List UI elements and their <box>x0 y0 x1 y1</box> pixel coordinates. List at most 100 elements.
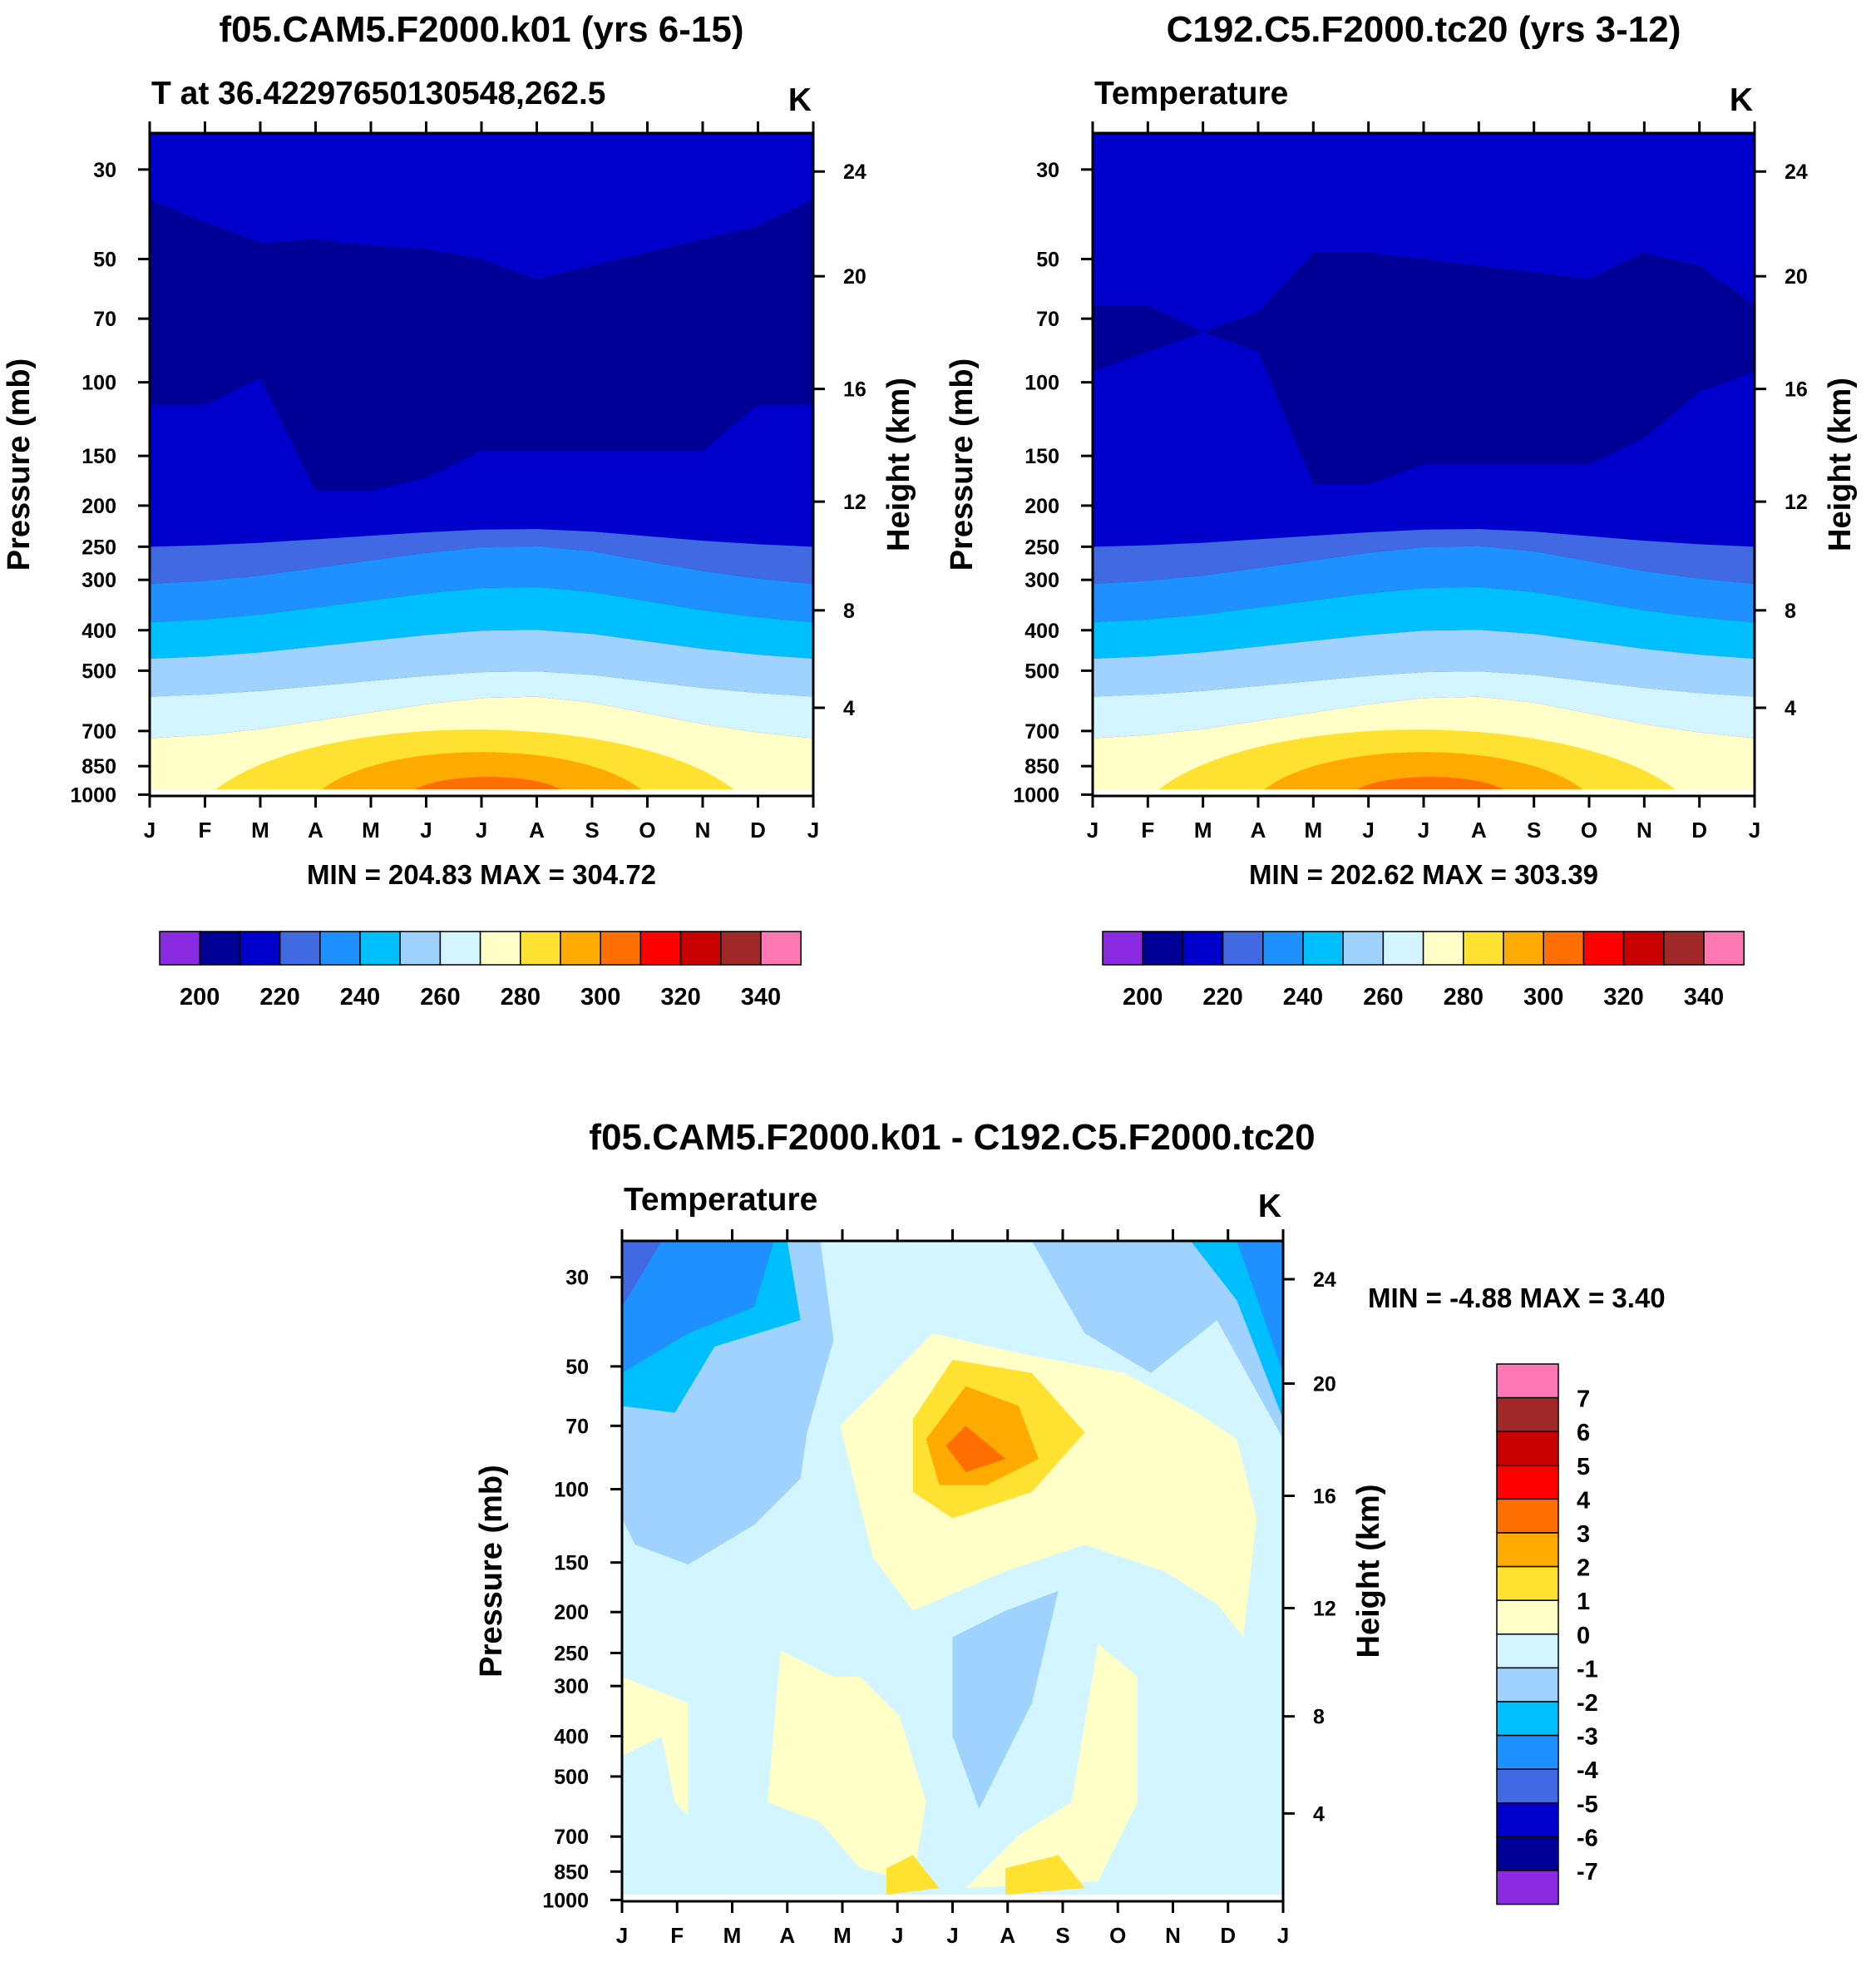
colorbar-label: 260 <box>420 984 460 1011</box>
colorbar-label: 6 <box>1577 1420 1590 1446</box>
contour-band-260-270 <box>1093 630 1755 697</box>
colorbar-box <box>520 931 561 966</box>
y-tick-label: 250 <box>1024 536 1059 559</box>
colorbar-box <box>1543 931 1585 966</box>
colorbar-label: -2 <box>1577 1690 1598 1717</box>
y2-tick-label: 20 <box>1785 265 1808 289</box>
colorbar-box <box>639 931 682 966</box>
colorbar-box <box>1496 1465 1559 1500</box>
y-tick-label: 50 <box>93 248 116 271</box>
y-tick-label: 300 <box>81 569 116 592</box>
y-tick-label: 300 <box>554 1675 589 1698</box>
colorbar-box <box>720 931 762 966</box>
contour-band-300-310 <box>1264 752 1583 790</box>
min-max-stats: MIN = 202.62 MAX = 303.39 <box>1249 859 1598 890</box>
panel-model-b: J F M A M J J A S O N D J 30 50 70 100 150 200 250 300 400 500… <box>945 9 1858 1011</box>
contour-band-minus4-minus5 <box>622 1241 662 1307</box>
y-tick-label: 200 <box>1024 495 1059 518</box>
x-tick-label: F <box>199 818 212 843</box>
contour-band-270-280 <box>1093 671 1755 739</box>
y-tick-label: 70 <box>93 308 116 331</box>
contour-band-1-2-lower-a <box>886 1855 940 1895</box>
y-tick-label: 400 <box>81 620 116 643</box>
colorbar-box <box>1496 1396 1559 1432</box>
panel-title: C192.C5.F2000.tc20 (yrs 3-12) <box>1167 9 1681 50</box>
x-tick-label: M <box>1304 818 1322 843</box>
colorbar-label: 340 <box>741 984 781 1011</box>
y2-tick-label: 24 <box>1313 1268 1336 1292</box>
x-tick-label: J <box>807 818 819 843</box>
y-tick-label: 400 <box>1024 620 1059 643</box>
contour-band-2-3 <box>926 1386 1039 1485</box>
colorbar-box <box>479 931 521 966</box>
contour-band-310-plus <box>1357 777 1503 790</box>
contour-band-minus3-minus4 <box>622 1241 774 1373</box>
contour-band-260-270 <box>150 630 813 697</box>
colorbar-label: 5 <box>1577 1454 1590 1480</box>
colorbar-box <box>1496 1565 1559 1601</box>
x-tick-label: N <box>1165 1923 1181 1948</box>
panel-subtitle: Temperature <box>624 1182 817 1218</box>
x-tick-label: S <box>585 818 599 843</box>
x-tick-label: A <box>779 1923 795 1948</box>
colorbar-box <box>1382 931 1424 966</box>
colorbar-label: 300 <box>580 984 620 1011</box>
colorbar-label: 240 <box>1283 984 1323 1011</box>
units-label: K <box>788 82 812 118</box>
x-tick-label: M <box>723 1923 742 1948</box>
colorbar-box <box>1496 1498 1559 1534</box>
y2-tick-label: 12 <box>1313 1597 1336 1620</box>
y-tick-label: 70 <box>565 1415 589 1438</box>
y-tick-label: 700 <box>554 1826 589 1849</box>
y-tick-label: 100 <box>1024 372 1059 395</box>
y-tick-label: 200 <box>81 495 116 518</box>
colorbar-box <box>1463 931 1504 966</box>
x-tick-label: F <box>1141 818 1154 843</box>
colorbar-box <box>560 931 601 966</box>
y-tick-label: 30 <box>1036 159 1059 182</box>
x-tick-label: J <box>1362 818 1374 843</box>
y2-tick-label: 8 <box>843 600 855 623</box>
colorbar-label: 2 <box>1577 1555 1590 1582</box>
colorbar-box <box>1496 1363 1559 1399</box>
y-tick-label: 100 <box>554 1479 589 1502</box>
y2-tick-label: 24 <box>843 161 866 184</box>
colorbar-label: 4 <box>1577 1487 1590 1514</box>
colorbar-label: -6 <box>1577 1825 1598 1851</box>
y-tick-label: 1000 <box>1013 783 1059 807</box>
x-tick-label: D <box>1220 1923 1236 1948</box>
colorbar-box <box>1582 931 1625 966</box>
contour-band-250-260 <box>1093 586 1755 660</box>
y-tick-label: 500 <box>81 660 116 683</box>
y2-tick-label: 20 <box>1313 1373 1336 1396</box>
colorbar-box <box>1496 1870 1559 1905</box>
colorbar-box <box>1102 931 1143 966</box>
y2-tick-label: 16 <box>1313 1485 1336 1508</box>
colorbar-label: 280 <box>501 984 541 1011</box>
y2-axis-label: Height (km) <box>881 378 916 551</box>
colorbar-box <box>319 931 361 966</box>
colorbar-box <box>159 931 200 966</box>
colorbar-label: 0 <box>1577 1623 1590 1649</box>
x-tick-label: M <box>1194 818 1212 843</box>
y2-tick-label: 12 <box>843 491 866 514</box>
colorbar-box <box>600 931 642 966</box>
x-tick-label: A <box>1471 818 1487 843</box>
x-tick-label: O <box>639 818 655 843</box>
x-tick-label: F <box>670 1923 684 1948</box>
y-tick-label: 150 <box>81 445 116 468</box>
x-tick-label: J <box>1418 818 1429 843</box>
y-tick-label: 50 <box>565 1356 589 1379</box>
colorbar-box <box>1496 1701 1559 1737</box>
x-tick-label: N <box>1637 818 1652 843</box>
panel-difference: J F M A M J J A S O N D J305070100150200250300400500… <box>474 1117 1666 1948</box>
contour-band-1-2-lower-b <box>1005 1855 1085 1895</box>
colorbar-box <box>1703 931 1745 966</box>
y-tick-label: 300 <box>1024 569 1059 592</box>
y-tick-label: 400 <box>554 1726 589 1749</box>
x-tick-label: J <box>1749 818 1760 843</box>
contour-band-250-260 <box>150 586 813 660</box>
y-tick-label: 850 <box>554 1861 589 1884</box>
colorbar-label: -4 <box>1577 1757 1598 1784</box>
